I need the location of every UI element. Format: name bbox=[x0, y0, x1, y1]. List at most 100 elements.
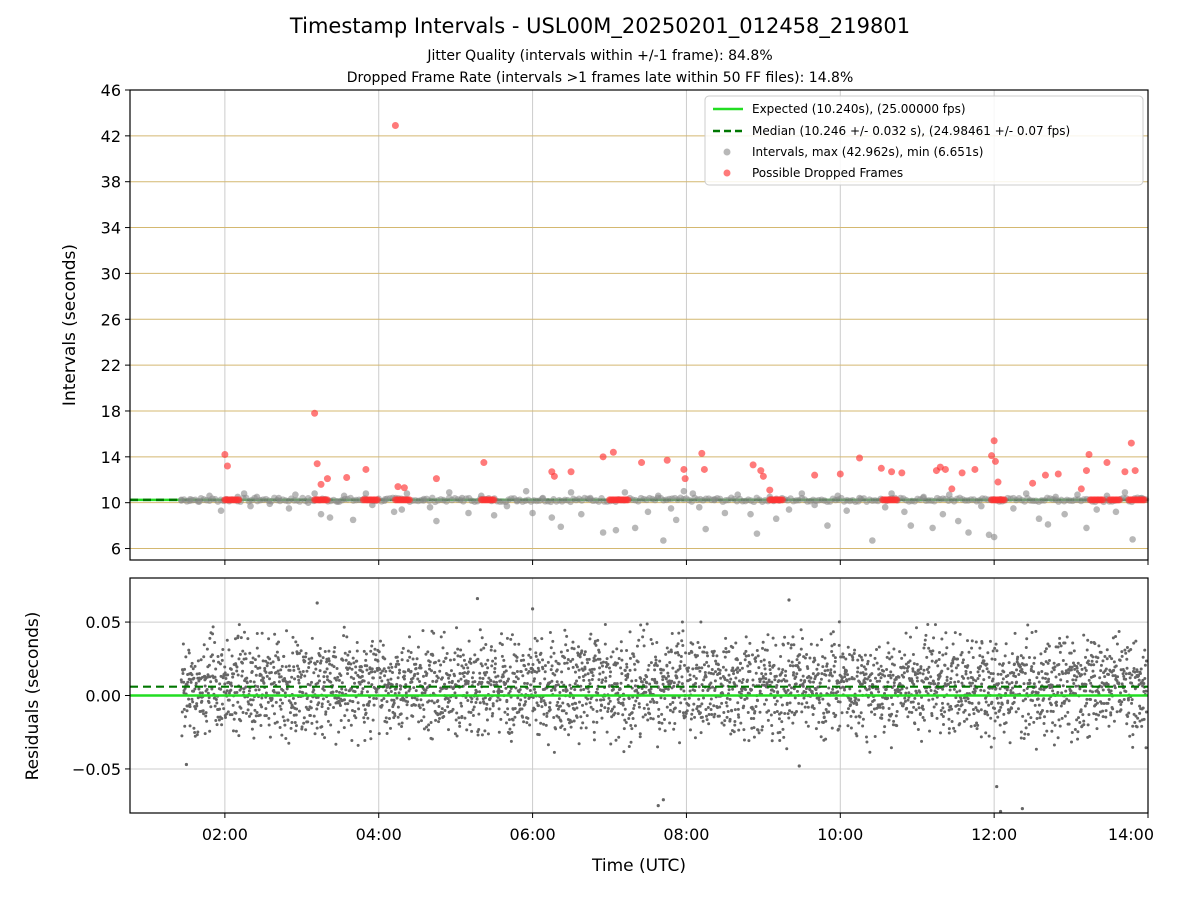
residual-point-3261 bbox=[1057, 672, 1061, 676]
interval-point-55 bbox=[695, 503, 703, 511]
residual-point-2899 bbox=[960, 703, 964, 707]
residual-point-3493 bbox=[1120, 650, 1124, 654]
residual-point-1563 bbox=[600, 716, 604, 720]
residual-point-2050 bbox=[732, 672, 736, 676]
residual-point-3518 bbox=[1127, 711, 1131, 715]
residual-point-853 bbox=[409, 669, 413, 673]
residual-point-2188 bbox=[769, 671, 773, 675]
residual-point-2429 bbox=[833, 656, 837, 660]
residual-point-2394 bbox=[824, 673, 828, 677]
residual-point-2953 bbox=[975, 721, 979, 725]
residual-point-705 bbox=[369, 737, 373, 741]
residual-point-3545 bbox=[1134, 714, 1138, 718]
residual-point-386 bbox=[283, 691, 287, 695]
residual-point-1661 bbox=[627, 716, 631, 720]
interval-point-65 bbox=[798, 490, 806, 497]
residual-point-1727 bbox=[644, 685, 648, 689]
residual-point-760 bbox=[384, 716, 388, 720]
residual-point-109 bbox=[209, 680, 213, 684]
residual-point-821 bbox=[400, 721, 404, 725]
residual-point-768 bbox=[386, 691, 390, 695]
residual-point-1707 bbox=[639, 676, 643, 680]
residual-point-1166 bbox=[493, 662, 497, 666]
residual-point-3420 bbox=[1101, 709, 1105, 713]
residual-point-1612 bbox=[614, 663, 618, 667]
residual-point-1336 bbox=[539, 700, 543, 704]
residual-point-1831 bbox=[672, 681, 676, 685]
residual-point-2976 bbox=[981, 669, 985, 673]
residual-point-1255 bbox=[517, 690, 521, 694]
residual-point-194 bbox=[232, 672, 236, 676]
residual-point-364 bbox=[277, 680, 281, 684]
residual-point-1463 bbox=[573, 682, 577, 686]
residual-point-344 bbox=[272, 690, 276, 694]
residual-point-129 bbox=[214, 718, 218, 722]
residual-point-2524 bbox=[859, 655, 863, 659]
residual-point-1833 bbox=[673, 721, 677, 725]
residual-point-2956 bbox=[976, 723, 980, 727]
residual-point-1586 bbox=[607, 702, 611, 706]
residual-point-268 bbox=[252, 736, 256, 740]
residual-point-1172 bbox=[495, 699, 499, 703]
residual-point-3099 bbox=[1014, 675, 1018, 679]
residual-point-1881 bbox=[686, 669, 690, 673]
residual-outlier-0 bbox=[184, 762, 189, 767]
residual-point-1932 bbox=[700, 702, 704, 706]
dropped-point-17 bbox=[609, 448, 617, 456]
residual-point-1057 bbox=[464, 663, 468, 667]
residual-point-706 bbox=[370, 644, 374, 648]
residual-point-1834 bbox=[673, 706, 677, 710]
residual-point-1097 bbox=[475, 690, 479, 694]
residual-point-3091 bbox=[1012, 671, 1016, 675]
residual-point-1784 bbox=[660, 721, 664, 725]
residual-point-2233 bbox=[780, 703, 784, 707]
residual-point-136 bbox=[216, 715, 220, 719]
residual-point-764 bbox=[385, 700, 389, 704]
residual-point-825 bbox=[401, 646, 405, 650]
residual-point-295 bbox=[259, 723, 263, 727]
residual-point-614 bbox=[345, 708, 349, 712]
residual-point-2459 bbox=[842, 655, 846, 659]
residual-point-2779 bbox=[928, 729, 932, 733]
residual-point-3443 bbox=[1106, 683, 1110, 687]
residual-point-2370 bbox=[818, 701, 822, 705]
residual-point-1101 bbox=[476, 657, 480, 661]
x-axis-label: Time (UTC) bbox=[591, 856, 686, 876]
residual-point-3236 bbox=[1051, 721, 1055, 725]
residual-point-541 bbox=[325, 667, 329, 671]
residual-point-1126 bbox=[483, 729, 487, 733]
residual-point-3209 bbox=[1043, 677, 1047, 681]
residual-point-519 bbox=[319, 659, 323, 663]
residual-point-3268 bbox=[1059, 704, 1063, 708]
residual-point-2186 bbox=[768, 668, 772, 672]
residual-point-3151 bbox=[1027, 656, 1031, 660]
residual-point-272 bbox=[253, 720, 257, 724]
residual-point-1501 bbox=[583, 650, 587, 654]
residual-point-52 bbox=[194, 707, 198, 711]
residual-point-3162 bbox=[1031, 690, 1035, 694]
residual-point-840 bbox=[406, 700, 410, 704]
residual-point-1718 bbox=[642, 706, 646, 710]
residual-point-2180 bbox=[767, 709, 771, 713]
residual-point-1885 bbox=[687, 703, 691, 707]
residual-point-3166 bbox=[1032, 661, 1036, 665]
residual-point-3223 bbox=[1047, 697, 1051, 701]
residual-point-2652 bbox=[893, 691, 897, 695]
residual-point-1994 bbox=[716, 663, 720, 667]
residual-point-2573 bbox=[872, 698, 876, 702]
residual-point-146 bbox=[219, 687, 223, 691]
residual-point-2072 bbox=[738, 679, 742, 683]
residual-point-334 bbox=[269, 671, 273, 675]
residual-point-2295 bbox=[797, 661, 801, 665]
residual-point-1870 bbox=[683, 697, 687, 701]
dropped-point-27 bbox=[766, 486, 774, 494]
residual-point-9 bbox=[182, 680, 186, 684]
residual-point-2205 bbox=[773, 678, 777, 682]
residual-point-1338 bbox=[540, 637, 544, 641]
residual-point-137 bbox=[216, 655, 220, 659]
residual-point-3237 bbox=[1051, 689, 1055, 693]
residual-point-3040 bbox=[998, 687, 1002, 691]
residual-point-1544 bbox=[595, 709, 599, 713]
residual-point-1171 bbox=[495, 680, 499, 684]
residual-point-2745 bbox=[918, 712, 922, 716]
